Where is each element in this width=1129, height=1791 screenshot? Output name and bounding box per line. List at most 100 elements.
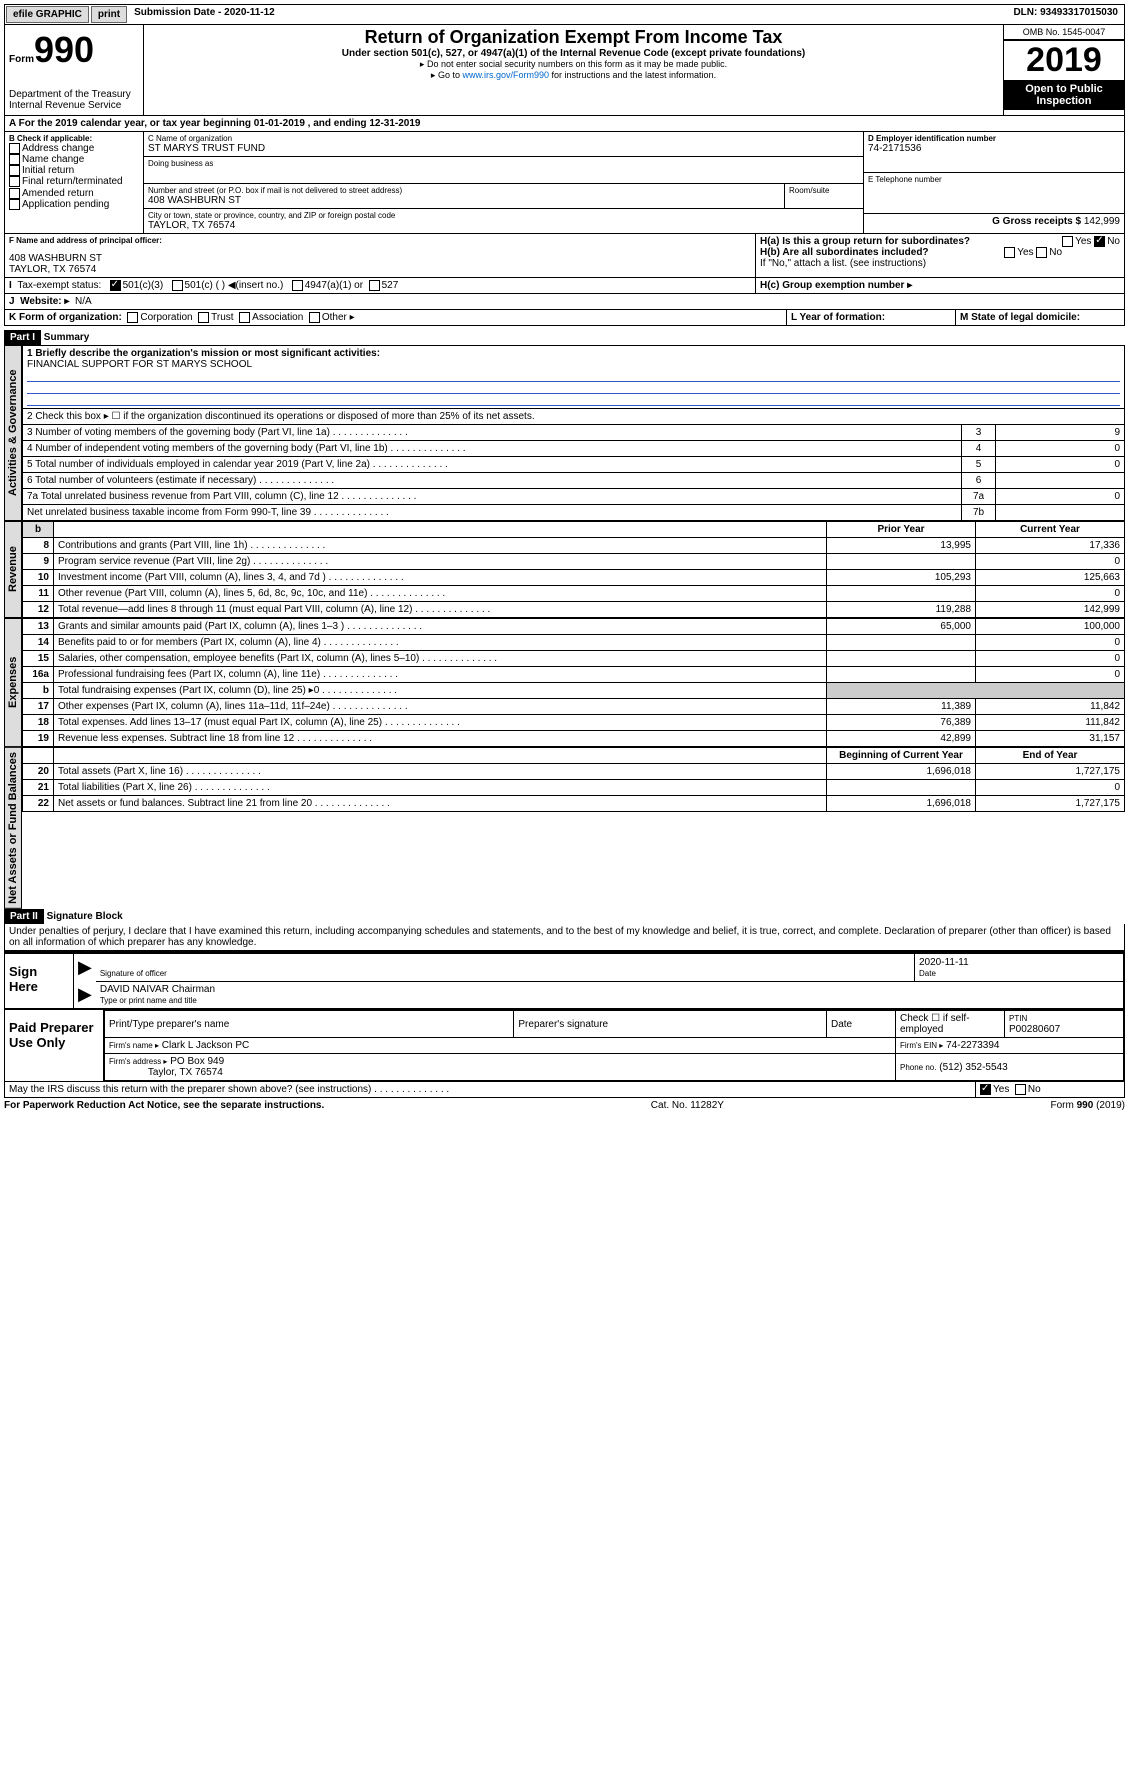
chk-application-pending[interactable]: Application pending: [9, 199, 139, 210]
dba-label: Doing business as: [148, 159, 859, 168]
dept-label: Department of the Treasury: [9, 89, 139, 100]
page-footer: For Paperwork Reduction Act Notice, see …: [4, 1098, 1125, 1113]
ptin-value: P00280607: [1009, 1024, 1060, 1035]
irs-label: Internal Revenue Service: [9, 100, 139, 111]
line4-desc: 4 Number of independent voting members o…: [23, 441, 962, 457]
line6-val: [996, 473, 1125, 489]
website-line: J Website: ▸ N/A: [5, 294, 1124, 309]
officer-addr2: TAYLOR, TX 76574: [9, 264, 751, 275]
table-row: 18Total expenses. Add lines 13–17 (must …: [23, 715, 1125, 731]
table-row: 20Total assets (Part X, line 16)1,696,01…: [23, 764, 1125, 780]
open-public-badge: Open to Public Inspection: [1004, 80, 1124, 110]
chk-address-change[interactable]: Address change: [9, 143, 139, 154]
submission-date-label: Submission Date - 2020-11-12: [128, 5, 281, 24]
firm-name: Clark L Jackson PC: [162, 1040, 249, 1051]
chk-association[interactable]: [239, 312, 250, 323]
tab-expenses: Expenses: [4, 618, 22, 747]
discuss-answer: Yes No: [976, 1082, 1124, 1097]
chk-name-change[interactable]: Name change: [9, 154, 139, 165]
officer-label: F Name and address of principal officer:: [9, 236, 751, 245]
hb2-label: If "No," attach a list. (see instruction…: [760, 258, 1120, 269]
tab-revenue: Revenue: [4, 521, 22, 618]
line7a-desc: 7a Total unrelated business revenue from…: [23, 489, 962, 505]
city-label: City or town, state or province, country…: [148, 211, 859, 220]
officer-name: DAVID NAIVAR Chairman: [100, 984, 215, 995]
form-subtitle3: ▸ Go to www.irs.gov/Form990 for instruct…: [154, 70, 993, 81]
table-row: 19Revenue less expenses. Subtract line 1…: [23, 731, 1125, 747]
top-toolbar: efile GRAPHIC print Submission Date - 20…: [4, 4, 1125, 25]
summary-netassets: Net Assets or Fund Balances Beginning of…: [4, 747, 1125, 909]
chk-527[interactable]: [369, 280, 380, 291]
hb-label: H(b) Are all subordinates included? Yes …: [760, 247, 1120, 258]
state-domicile: M State of legal domicile:: [956, 310, 1124, 325]
chk-trust[interactable]: [198, 312, 209, 323]
form-of-org: K Form of organization: Corporation Trus…: [5, 310, 787, 325]
line5-val: 0: [996, 457, 1125, 473]
perjury-declaration: Under penalties of perjury, I declare th…: [4, 924, 1125, 951]
table-row: 10Investment income (Part VIII, column (…: [23, 570, 1125, 586]
chk-corporation[interactable]: [127, 312, 138, 323]
officer-block: F Name and address of principal officer:…: [4, 234, 1125, 278]
form-title: Return of Organization Exempt From Incom…: [154, 27, 993, 48]
print-button[interactable]: print: [91, 6, 127, 23]
line3-desc: 3 Number of voting members of the govern…: [23, 425, 962, 441]
ha-label: H(a) Is this a group return for subordin…: [760, 236, 1120, 247]
mission-text: FINANCIAL SUPPORT FOR ST MARYS SCHOOL: [27, 359, 252, 370]
sign-here-block: Sign Here ▶Signature of officer2020-11-1…: [4, 951, 1125, 1009]
table-row: 14Benefits paid to or for members (Part …: [23, 635, 1125, 651]
omb-number: OMB No. 1545-0047: [1004, 25, 1124, 40]
firm-phone: (512) 352-5543: [939, 1062, 1007, 1073]
line7b-val: [996, 505, 1125, 521]
firm-addr2: Taylor, TX 76574: [148, 1067, 223, 1078]
street-address: 408 WASHBURN ST: [148, 195, 780, 206]
line7a-val: 0: [996, 489, 1125, 505]
year-formation: L Year of formation:: [787, 310, 956, 325]
discuss-question: May the IRS discuss this return with the…: [5, 1082, 976, 1097]
hc-label: H(c) Group exemption number ▸: [756, 278, 1124, 293]
summary-governance: Activities & Governance 1 Briefly descri…: [4, 345, 1125, 521]
room-label: Room/suite: [784, 184, 863, 208]
form-subtitle2: ▸ Do not enter social security numbers o…: [154, 59, 993, 70]
ein-value: 74-2171536: [868, 143, 1120, 154]
chk-501c3[interactable]: [110, 280, 121, 291]
efile-button[interactable]: efile GRAPHIC: [6, 6, 89, 23]
line6-desc: 6 Total number of volunteers (estimate i…: [23, 473, 962, 489]
table-row: 12Total revenue—add lines 8 through 11 (…: [23, 602, 1125, 618]
org-name: ST MARYS TRUST FUND: [148, 143, 859, 154]
firm-addr1: PO Box 949: [170, 1056, 224, 1067]
sign-date: 2020-11-11: [919, 957, 969, 968]
gross-receipts-label: G Gross receipts $: [992, 216, 1084, 227]
chk-initial-return[interactable]: Initial return: [9, 165, 139, 176]
phone-label: E Telephone number: [868, 175, 1120, 184]
line5-desc: 5 Total number of individuals employed i…: [23, 457, 962, 473]
tab-netassets: Net Assets or Fund Balances: [4, 747, 22, 909]
form-number: Form990: [9, 29, 139, 71]
table-row: 21Total liabilities (Part X, line 26)0: [23, 780, 1125, 796]
table-row: 13Grants and similar amounts paid (Part …: [23, 619, 1125, 635]
chk-501c[interactable]: [172, 280, 183, 291]
table-row: 16aProfessional fundraising fees (Part I…: [23, 667, 1125, 683]
line7b-desc: Net unrelated business taxable income fr…: [23, 505, 962, 521]
line4-val: 0: [996, 441, 1125, 457]
box-b-label: B Check if applicable:: [9, 134, 139, 143]
paid-preparer-block: Paid Preparer Use Only Print/Type prepar…: [4, 1009, 1125, 1082]
chk-4947[interactable]: [292, 280, 303, 291]
table-row: bTotal fundraising expenses (Part IX, co…: [23, 683, 1125, 699]
chk-other[interactable]: [309, 312, 320, 323]
line3-val: 9: [996, 425, 1125, 441]
city-state-zip: TAYLOR, TX 76574: [148, 220, 859, 231]
part1-header: Part I Summary: [4, 330, 1125, 345]
table-row: 11Other revenue (Part VIII, column (A), …: [23, 586, 1125, 602]
tab-governance: Activities & Governance: [4, 345, 22, 521]
ein-label: D Employer identification number: [868, 134, 1120, 143]
addr-label: Number and street (or P.O. box if mail i…: [148, 186, 780, 195]
chk-amended-return[interactable]: Amended return: [9, 188, 139, 199]
part2-header: Part II Signature Block: [4, 909, 1125, 924]
form-header: Form990 Department of the Treasury Inter…: [4, 25, 1125, 116]
period-line: A For the 2019 calendar year, or tax yea…: [5, 116, 1124, 131]
dln-label: DLN: 93493317015030: [1007, 5, 1124, 24]
form-ref: Form 990 (2019): [1051, 1100, 1125, 1111]
table-row: 15Salaries, other compensation, employee…: [23, 651, 1125, 667]
firm-ein: 74-2273394: [946, 1040, 999, 1051]
chk-final-return[interactable]: Final return/terminated: [9, 176, 139, 187]
